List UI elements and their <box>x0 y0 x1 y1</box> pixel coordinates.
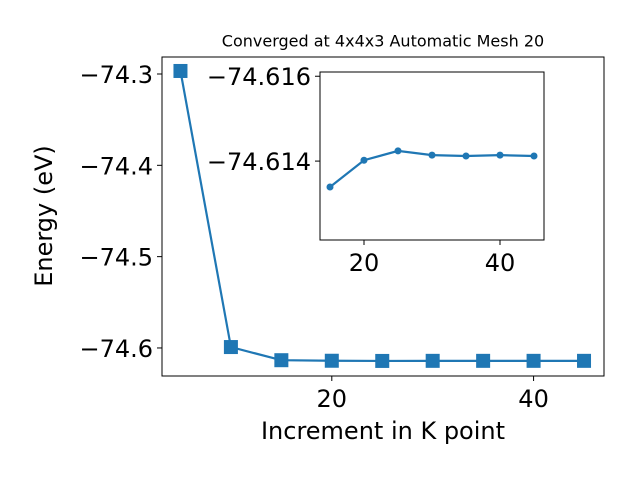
marker <box>462 152 470 160</box>
marker <box>428 151 436 159</box>
marker <box>375 353 390 368</box>
marker <box>476 353 491 368</box>
y-tick-label: −74.5 <box>79 244 153 272</box>
y-tick-label: −74.614 <box>207 148 311 176</box>
y-axis-label: Energy (eV) <box>30 145 58 287</box>
marker <box>324 353 339 368</box>
x-tick-label: 20 <box>349 249 380 277</box>
marker <box>526 353 541 368</box>
y-tick-label: −74.6 <box>79 335 153 363</box>
marker <box>496 151 504 159</box>
y-tick-label: −74.3 <box>79 61 153 89</box>
marker <box>425 353 440 368</box>
x-axis-label: Increment in K point <box>261 417 505 445</box>
marker <box>360 156 368 164</box>
marker <box>173 63 188 78</box>
marker <box>530 152 538 160</box>
y-tick-label: −74.4 <box>79 152 153 180</box>
marker <box>394 147 402 155</box>
marker <box>274 353 289 368</box>
chart-title: Converged at 4x4x3 Automatic Mesh 20 <box>222 32 544 51</box>
y-tick-label: −74.616 <box>207 63 311 91</box>
x-tick-label: 20 <box>317 385 348 413</box>
marker <box>223 340 238 355</box>
marker <box>577 353 592 368</box>
marker <box>326 183 334 191</box>
x-tick-label: 40 <box>518 385 549 413</box>
x-tick-label: 40 <box>485 249 516 277</box>
